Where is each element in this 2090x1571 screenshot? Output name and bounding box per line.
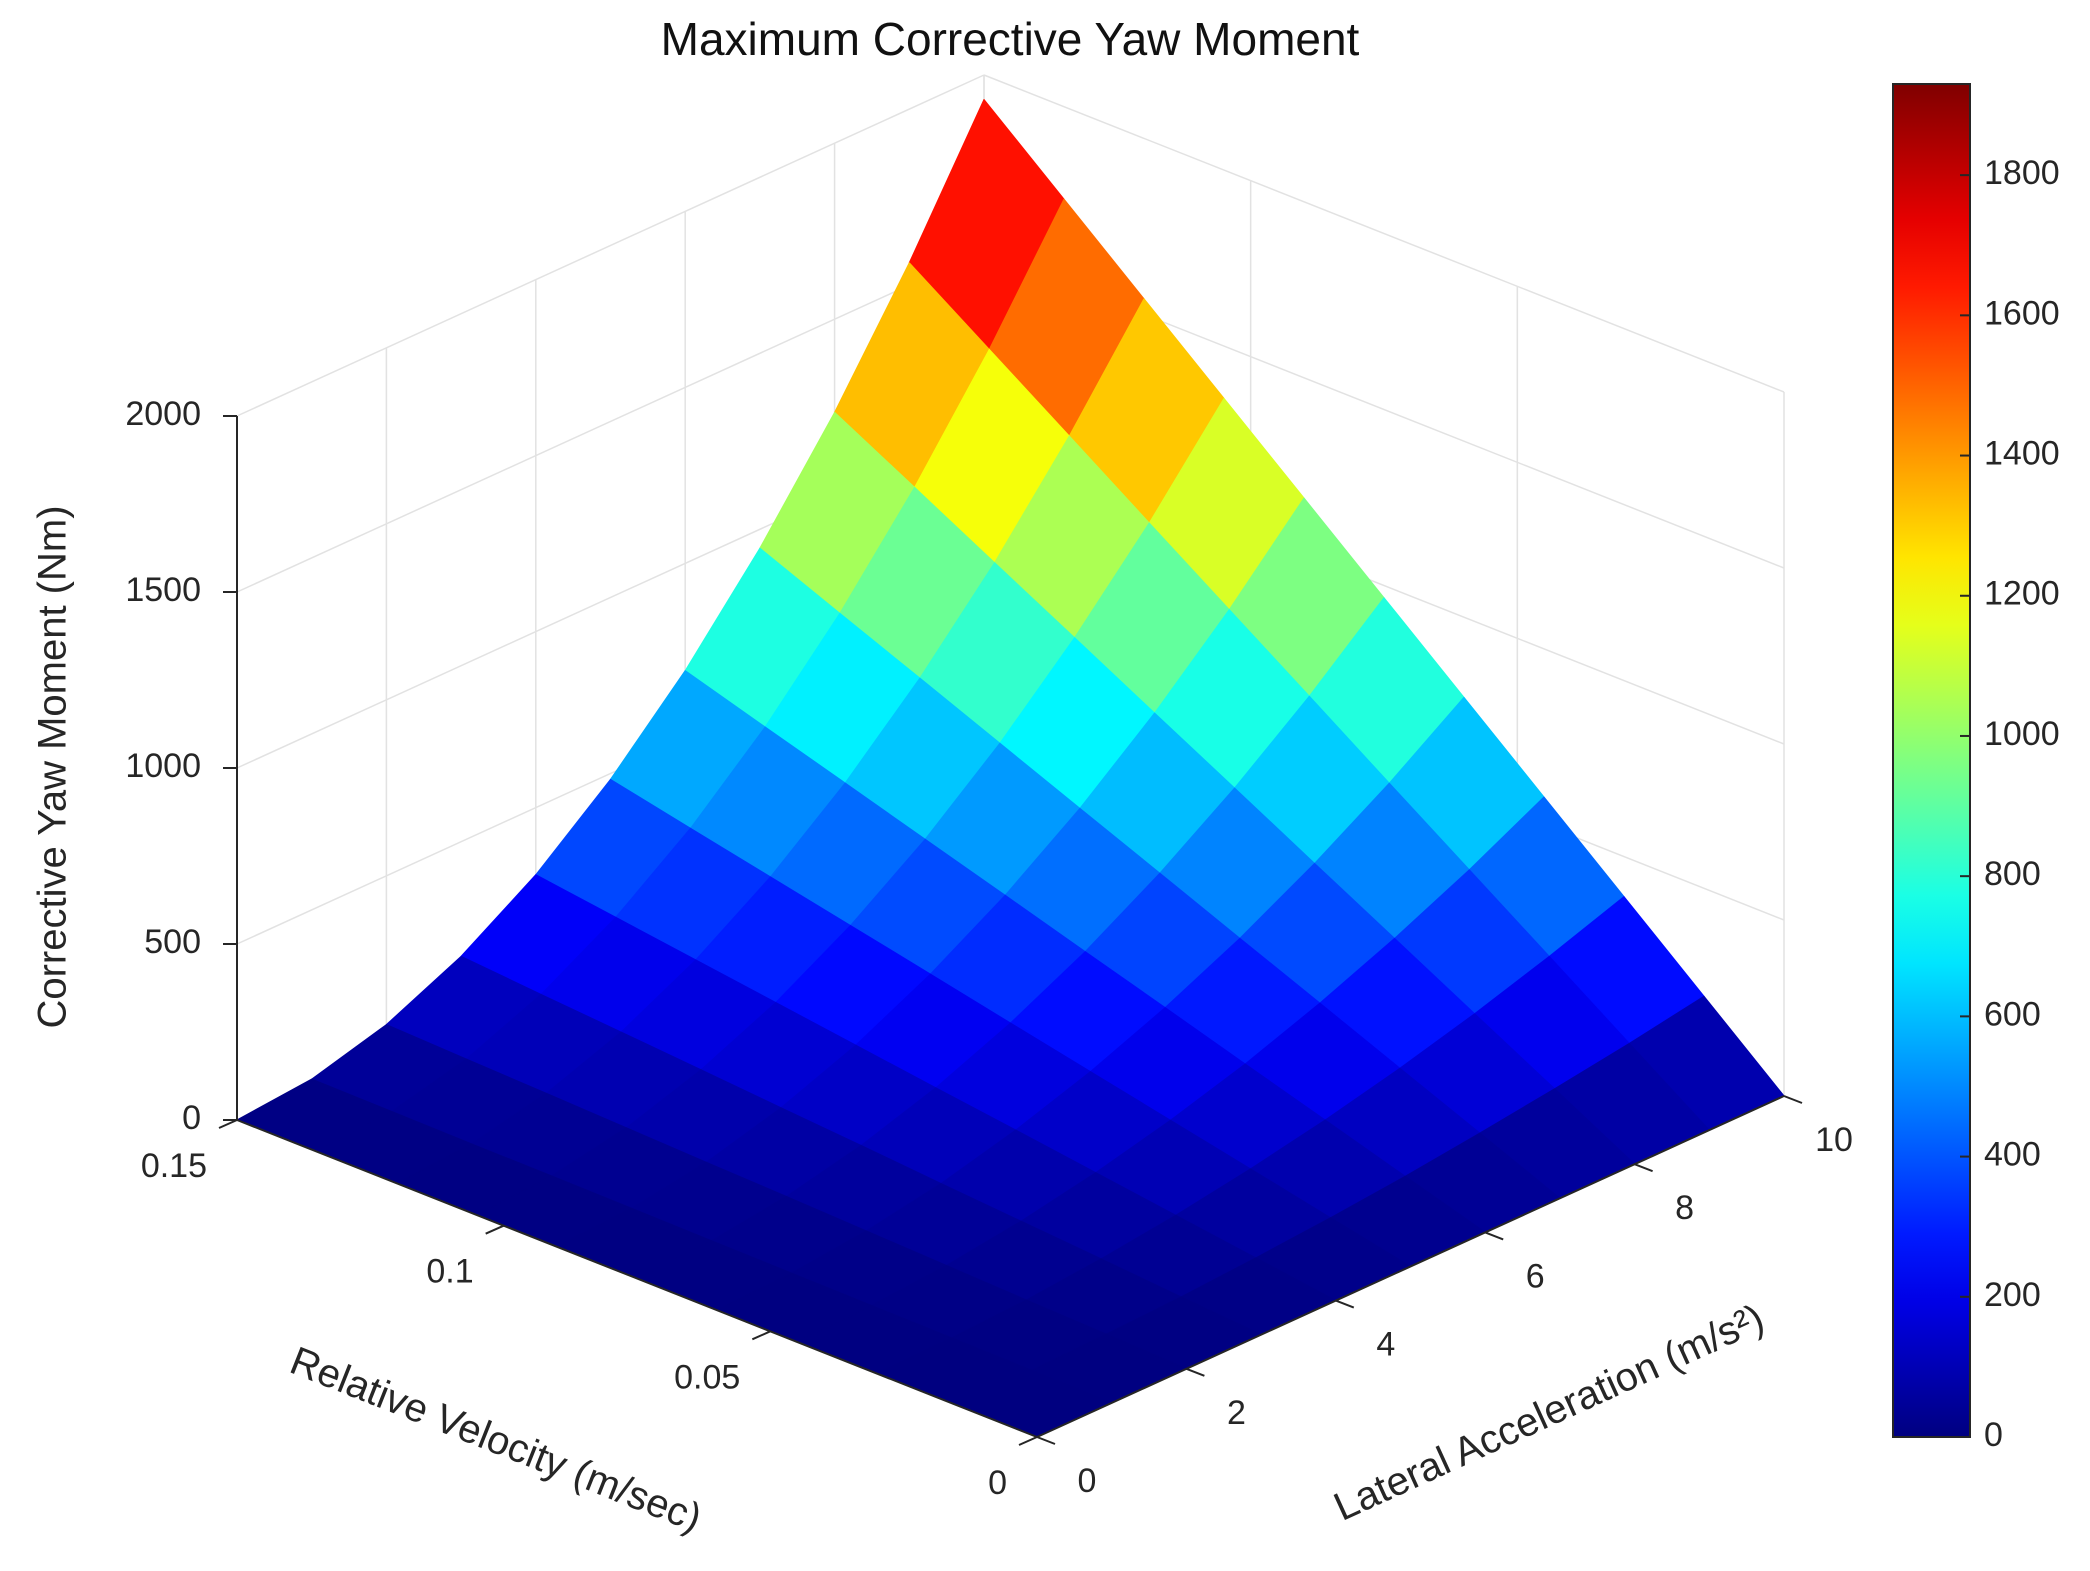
grid-line [236, 74, 985, 417]
x-tick [1634, 1163, 1653, 1173]
colorbar-tick-label: 0 [1984, 1416, 2003, 1454]
x-tick-label: 8 [1675, 1189, 1694, 1227]
y-tick-label: 0.15 [141, 1147, 207, 1185]
x-tick-label: 2 [1227, 1394, 1246, 1432]
y-tick [751, 1330, 771, 1341]
y-tick [485, 1224, 505, 1235]
y-tick-label: 0 [988, 1464, 1007, 1502]
colorbar-tick-label: 1800 [1984, 154, 2060, 192]
colorbar-tick-label: 1600 [1984, 294, 2060, 332]
y-tick-label: 0.1 [426, 1253, 473, 1291]
x-tick-label: 0 [1078, 1462, 1097, 1500]
z-tick-label: 0 [182, 1099, 201, 1137]
colorbar [1892, 83, 1971, 1438]
colorbar-tick-label: 400 [1984, 1136, 2041, 1174]
colorbar-tick-label: 800 [1984, 855, 2041, 893]
x-tick [1484, 1231, 1504, 1241]
colorbar-tick-label: 200 [1984, 1276, 2041, 1314]
x-tick-label: 4 [1376, 1326, 1395, 1364]
grid-line [236, 250, 985, 593]
colorbar-tick-label: 1400 [1984, 435, 2060, 473]
x-axis [1036, 1095, 1785, 1438]
y-tick [218, 1119, 238, 1129]
colorbar-tick-label: 600 [1984, 995, 2041, 1033]
y-tick-label: 0.05 [674, 1358, 740, 1396]
x-tick [1036, 1436, 1056, 1445]
chart-title: Maximum Corrective Yaw Moment [661, 13, 1360, 65]
x-tick-label: 6 [1526, 1257, 1545, 1295]
y-axis-label: Relative Velocity (m/sec) [284, 1339, 707, 1541]
z-tick-label: 500 [144, 923, 201, 961]
x-tick [1783, 1095, 1803, 1104]
z-tick-label: 1000 [125, 747, 201, 785]
z-axis-label: Corrective Yaw Moment (Nm) [31, 505, 75, 1028]
colorbar-tick-label: 1200 [1984, 575, 2060, 613]
x-tick [1186, 1367, 1205, 1377]
colorbar-tick-label: 1000 [1984, 715, 2060, 753]
y-axis [236, 1119, 1038, 1438]
z-tick-label: 2000 [125, 395, 201, 433]
z-tick-label: 1500 [125, 571, 201, 609]
y-tick [1018, 1436, 1038, 1446]
x-tick [1335, 1299, 1355, 1309]
grid-line [983, 74, 1785, 393]
x-tick-label: 10 [1815, 1121, 1853, 1159]
